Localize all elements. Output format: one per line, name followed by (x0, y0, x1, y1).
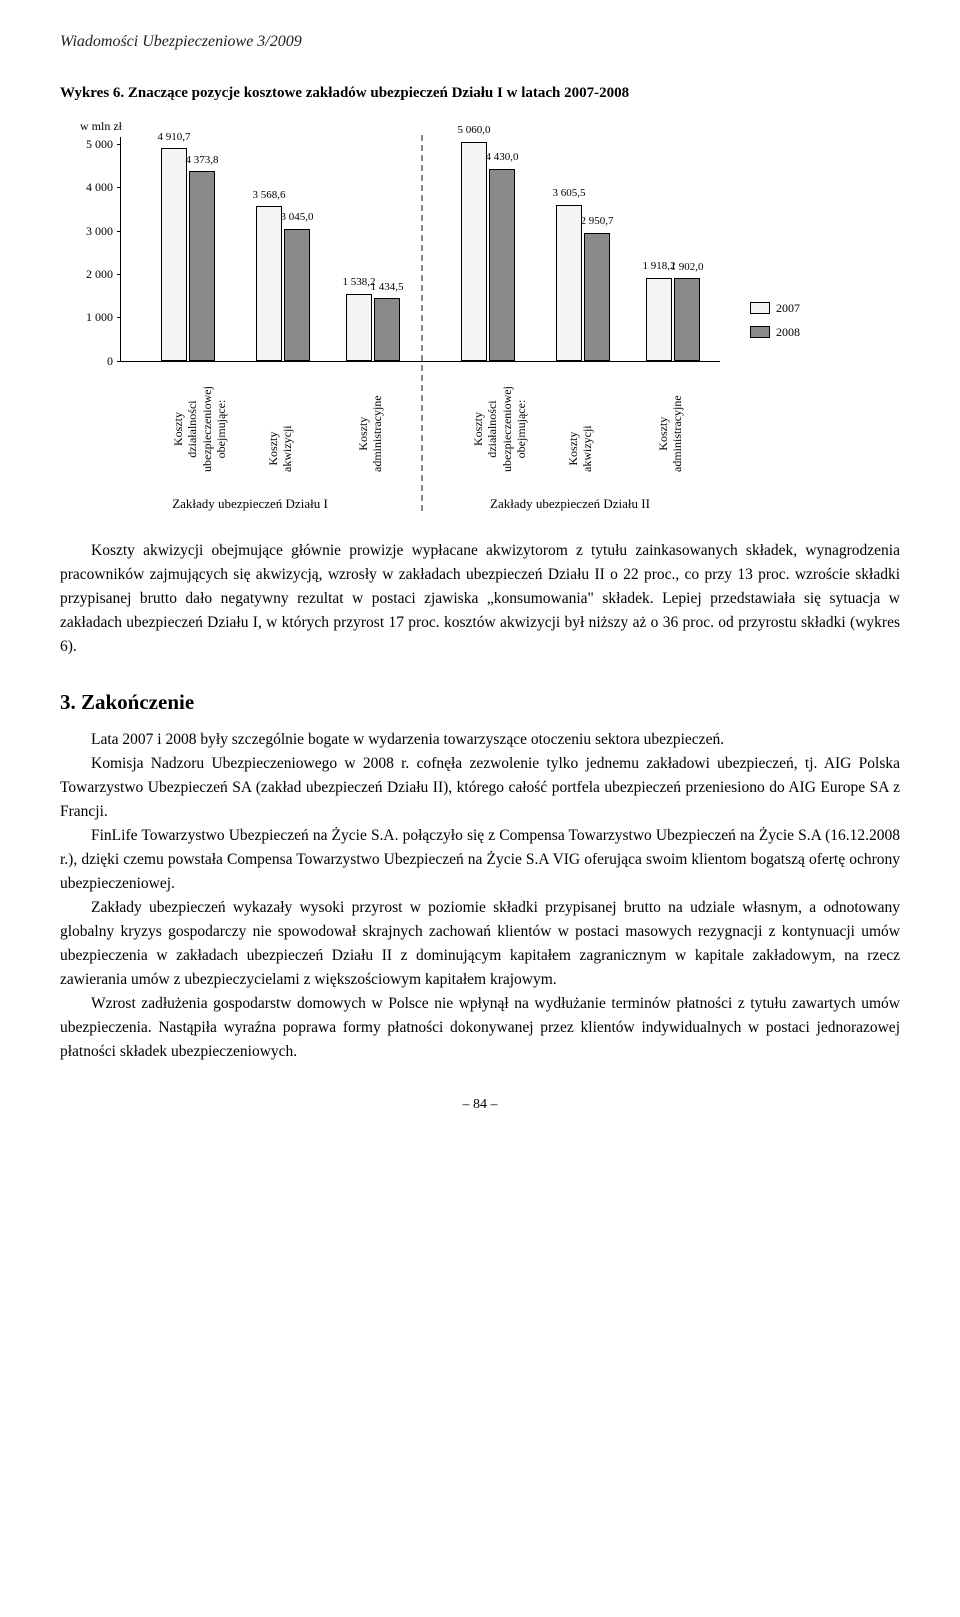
bar-value-2008: 1 434,5 (371, 279, 404, 296)
bar-2008 (489, 169, 515, 361)
bar-2008 (189, 171, 215, 360)
category-label: Kosztydziałalnościubezpieczeniowejobejmu… (171, 386, 229, 472)
bar-pair (346, 294, 400, 361)
bar-value-2008: 4 373,8 (186, 152, 219, 169)
bar-2007 (556, 205, 582, 361)
legend: 2007 2008 (750, 299, 800, 341)
bar-2008 (284, 229, 310, 361)
bar-2007 (346, 294, 372, 361)
paragraph-6: Wzrost zadłużenia gospodarstw domowych w… (60, 992, 900, 1064)
bar-2008 (374, 298, 400, 360)
bar-2007 (161, 148, 187, 360)
paragraph-1: Koszty akwizycji obejmujące głównie prow… (60, 539, 900, 659)
y-axis-unit: w mln zł (80, 117, 122, 135)
category-label: Kosztydziałalnościubezpieczeniowejobejmu… (471, 386, 529, 472)
bar-value-2008: 3 045,0 (281, 209, 314, 226)
paragraph-3: Komisja Nadzoru Ubezpieczeniowego w 2008… (60, 752, 900, 824)
page-number: – 84 – (60, 1094, 900, 1115)
paragraph-2: Lata 2007 i 2008 były szczególnie bogate… (60, 728, 900, 752)
category-label: Kosztyakwizycji (266, 425, 295, 472)
bar-2008 (674, 278, 700, 360)
bar-value-2008: 2 950,7 (581, 213, 614, 230)
bar-value-2007: 4 910,7 (158, 129, 191, 146)
y-tick-label: 2 000 (86, 265, 121, 283)
paragraph-4: FinLife Towarzystwo Ubezpieczeń na Życie… (60, 824, 900, 896)
legend-label-2007: 2007 (776, 299, 800, 317)
legend-swatch-2007 (750, 302, 770, 314)
bar-2007 (646, 278, 672, 361)
bar-value-2008: 4 430,0 (486, 149, 519, 166)
chart-title: Wykres 6. Znaczące pozycje kosztowe zakł… (60, 82, 900, 105)
legend-item-2008: 2008 (750, 323, 800, 341)
bar-value-2007: 3 605,5 (553, 185, 586, 202)
y-tick-label: 5 000 (86, 135, 121, 153)
y-tick-label: 1 000 (86, 308, 121, 326)
bar-pair (461, 142, 515, 361)
bar-value-2007: 3 568,6 (253, 187, 286, 204)
chart-plot: w mln zł 01 0002 0003 0004 0005 0004 910… (60, 119, 740, 509)
section-heading: 3. Zakończenie (60, 687, 900, 719)
journal-header: Wiadomości Ubezpieczeniowe 3/2009 (60, 30, 900, 54)
bar-pair (161, 148, 215, 360)
legend-item-2007: 2007 (750, 299, 800, 317)
bar-value-2007: 5 060,0 (458, 122, 491, 139)
bar-pair (256, 206, 310, 360)
group-label-1: Zakłady ubezpieczeń Działu I (120, 494, 380, 514)
chart-6: Wykres 6. Znaczące pozycje kosztowe zakł… (60, 82, 900, 509)
bar-value-2008: 1 902,0 (671, 259, 704, 276)
group-label-2: Zakłady ubezpieczeń Działu II (440, 494, 700, 514)
body-text: Koszty akwizycji obejmujące głównie prow… (60, 539, 900, 1065)
group-divider (421, 135, 423, 511)
bar-pair (646, 278, 700, 361)
legend-swatch-2008 (750, 326, 770, 338)
y-tick-label: 4 000 (86, 178, 121, 196)
y-tick-label: 3 000 (86, 222, 121, 240)
category-label: Kosztyadministracyjne (356, 395, 385, 472)
legend-label-2008: 2008 (776, 323, 800, 341)
bar-2007 (461, 142, 487, 361)
category-label: Kosztyakwizycji (566, 425, 595, 472)
paragraph-5: Zakłady ubezpieczeń wykazały wysoki przy… (60, 896, 900, 992)
bar-2007 (256, 206, 282, 360)
category-label: Kosztyadministracyjne (656, 395, 685, 472)
bar-2008 (584, 233, 610, 361)
